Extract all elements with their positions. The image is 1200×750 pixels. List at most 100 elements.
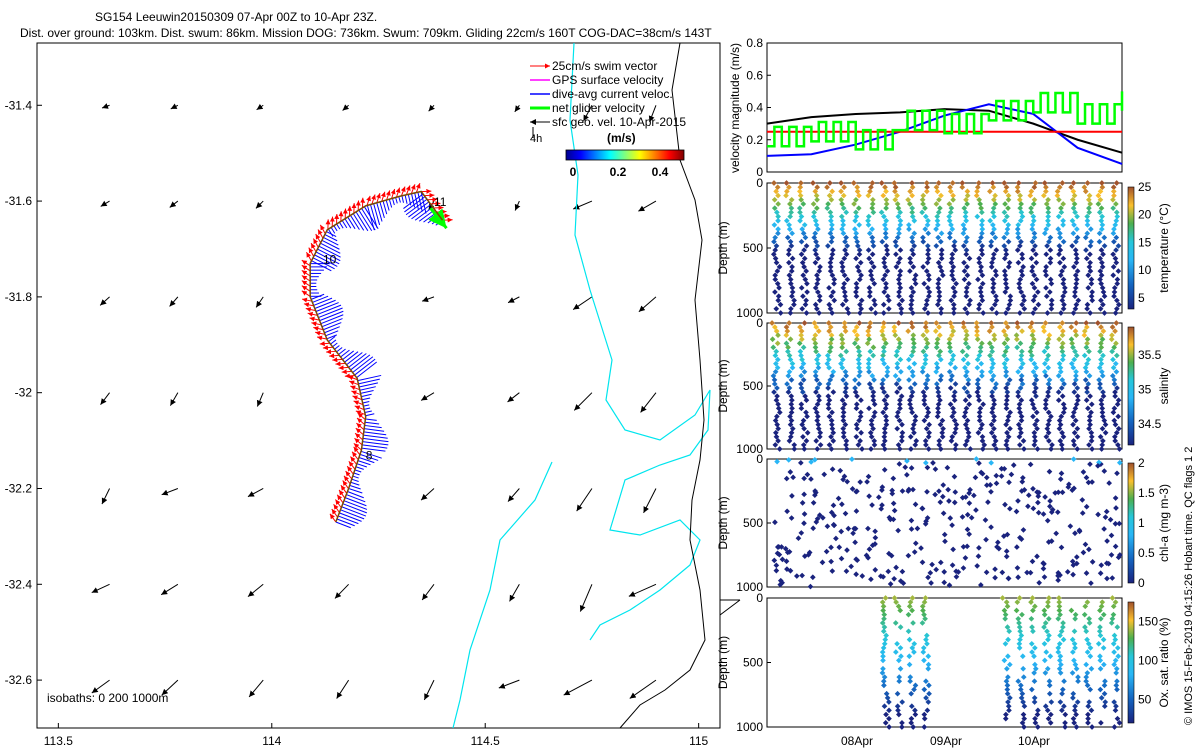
profile-point [1017,686,1024,693]
profile-point [881,703,888,710]
profile-point [839,259,845,266]
profile-point [831,280,837,287]
profile-point [1018,238,1024,245]
dac-vector [379,201,385,218]
profile-point [1111,238,1117,245]
profile-point [1007,293,1014,300]
profile-point [786,247,792,253]
profile-point [881,611,888,618]
profile-point [883,421,890,428]
profile-point [894,690,901,697]
profile-point [1041,607,1048,614]
profile-point [787,310,794,316]
profile-point [802,553,808,559]
profile-point [951,473,958,480]
geo-vector [334,583,349,599]
profile-point [1113,209,1120,216]
profile-point [813,222,820,228]
profile-point [922,615,928,622]
profile-point [979,373,985,379]
profile-point [961,413,968,420]
profile-point [962,209,969,216]
dac-vector [338,348,346,355]
profile-point [990,280,997,287]
profile-point [1114,401,1121,408]
dac-vector [318,307,343,319]
profile-point [1069,558,1076,565]
profile-point [882,226,889,232]
profile-point [1048,699,1055,705]
profile-point [828,196,835,203]
profile-point [788,305,794,312]
profile-point [910,264,917,270]
profile-point [866,493,872,500]
profile-point [815,413,821,420]
profile-point [1116,520,1123,527]
profile-point [933,320,940,326]
profile-point [881,255,888,262]
speed-colorbar [565,149,685,161]
profile-point [786,368,793,375]
profile-point [869,238,876,245]
profile-point [825,243,831,249]
profile-point [823,548,830,555]
profile-point [896,230,902,237]
profile-point [953,425,959,432]
profile-point [1112,438,1119,444]
profile-point [1084,217,1091,224]
profile-point [921,599,928,605]
profile-point [771,196,778,203]
profile-point [1114,213,1121,220]
profile-point [1045,603,1051,610]
profile-point [801,520,807,527]
profile-point [1080,469,1087,475]
profile-point [841,324,848,330]
profile-point [1042,320,1049,326]
profile-point [1002,201,1008,207]
profile-point [982,517,989,523]
profile-point [1099,259,1105,266]
profile-point [925,255,932,262]
profile-point [973,507,979,513]
profile-point [905,552,912,559]
profile-point [979,251,986,258]
profile-point [1061,405,1068,412]
profile-point [883,243,890,249]
profile-point [827,264,834,270]
profile-point [814,272,820,279]
profile-point [1003,553,1010,560]
profile-point [1097,657,1104,664]
profile-point [987,482,994,488]
profile-point [938,230,945,237]
map-ytick-label: -31.6 [5,194,33,208]
profile-point [865,222,872,228]
profile-point [871,413,877,420]
profile-point [1046,468,1053,475]
profile-point [1004,393,1010,399]
profile-point [1057,247,1064,253]
profile-point [894,703,901,710]
profile-point [798,352,804,359]
profile-point [1112,433,1118,440]
profile-point [933,566,940,573]
profile-point [1052,490,1058,496]
profile-point [1028,255,1035,262]
profile-point [1031,230,1038,237]
profile-point [1111,405,1118,412]
profile-point [841,184,847,191]
profile-point [990,205,997,211]
geo-vector [638,296,657,313]
profile-point [1019,272,1026,279]
swim-vector [312,238,319,248]
swim-vector [311,321,322,327]
profile-point [884,364,891,371]
profile-point [1111,285,1118,291]
profile-point [934,385,941,391]
profile-point [843,381,849,387]
profile-point [898,305,905,312]
profile-point [1019,348,1025,355]
profile-point [855,442,862,448]
profile-point [869,373,876,379]
